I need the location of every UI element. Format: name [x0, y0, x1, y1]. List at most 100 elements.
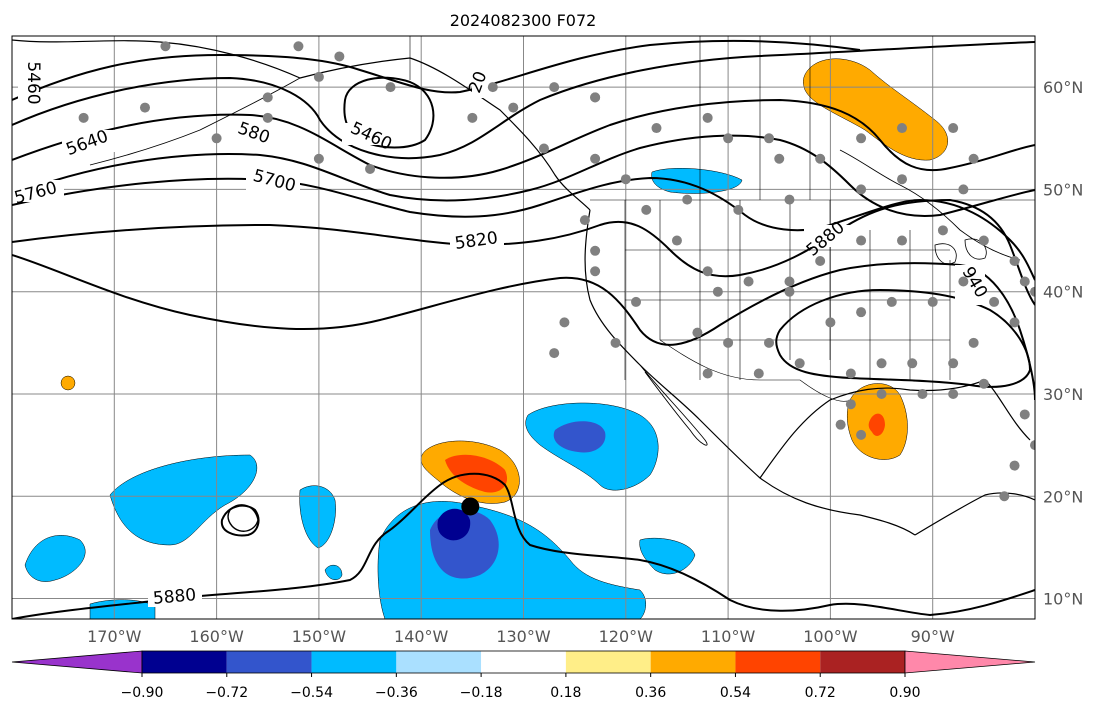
- map-frame: [11, 35, 1036, 620]
- station-dot: [1030, 286, 1035, 297]
- latitude-tick-label: 40°N: [1043, 283, 1083, 302]
- station-dot: [160, 41, 171, 52]
- colorbar-segment: [396, 651, 482, 673]
- station-dot: [1019, 409, 1030, 420]
- station-dot: [794, 358, 805, 369]
- negative-anomaly-west-c: [299, 485, 336, 549]
- station-dot: [590, 266, 601, 277]
- longitude-tick-label: 110°W: [701, 627, 756, 646]
- negative-anomaly-canada: [651, 168, 743, 194]
- station-dot: [876, 388, 887, 399]
- map-panel: 5460 5460 580 5640 5700 5760 5820 5880 5…: [11, 35, 1036, 620]
- station-dot: [815, 256, 826, 267]
- station-dot: [365, 163, 376, 174]
- station-dot: [948, 388, 959, 399]
- station-dot: [815, 153, 826, 164]
- contour-label-bg: [472, 66, 494, 98]
- station-dot: [774, 153, 785, 164]
- colorbar-segment: [735, 651, 821, 673]
- gulf-coast: [759, 379, 1031, 479]
- station-dot: [856, 184, 867, 195]
- station-dot: [978, 378, 989, 389]
- colorbar-tick-label: −0.36: [375, 685, 418, 701]
- station-dot: [293, 41, 304, 52]
- graticule: [12, 36, 1035, 619]
- contour-5820: [12, 198, 1035, 306]
- longitude-tick-label: 100°W: [803, 627, 858, 646]
- station-dot: [702, 368, 713, 379]
- latitude-tick-label: 30°N: [1043, 385, 1083, 404]
- contour-label-bg: [232, 120, 274, 142]
- station-dot: [999, 491, 1010, 502]
- colorbar-tick-label: −0.18: [460, 685, 503, 701]
- station-dot: [702, 112, 713, 123]
- station-dot: [712, 286, 723, 297]
- longitude-tick-labels: 170°W 160°W 150°W 140°W 130°W 120°W 110°W 100°W…: [87, 627, 955, 646]
- latitude-tick-label: 60°N: [1043, 78, 1083, 97]
- lake: [964, 238, 987, 260]
- station-markers: [78, 41, 1035, 502]
- station-dot: [784, 286, 795, 297]
- contour-5880-south: [12, 472, 1035, 619]
- colorbar-tick-label: 0.54: [720, 685, 751, 701]
- station-dot: [764, 337, 775, 348]
- station-dot: [78, 112, 89, 123]
- coastlines: [12, 39, 1035, 536]
- colorbar-tick-label: −0.54: [290, 685, 333, 701]
- negative-anomaly-west-b: [109, 454, 258, 546]
- colorbar-segment: [226, 651, 312, 673]
- colorbar-extend-high: [904, 650, 1036, 674]
- positive-anomaly-gulf-strong: [868, 413, 885, 436]
- station-dot: [723, 337, 734, 348]
- colorbar-segment: [565, 651, 651, 673]
- contour-labels: 5460 5460 580 5640 5700 5760 5820 5880 5…: [12, 55, 991, 609]
- colorbar-tick-label: −0.72: [205, 685, 248, 701]
- colorbar-tick-label: −0.90: [121, 685, 164, 701]
- station-dot: [897, 174, 908, 185]
- station-dot: [334, 51, 345, 62]
- alaska-coast: [12, 39, 591, 211]
- station-dot: [313, 71, 324, 82]
- colorbar-tick-labels: −0.90 −0.72 −0.54 −0.36 −0.18 0.18 0.36 0.54 0.7…: [121, 673, 921, 701]
- colorbar-segment: [481, 651, 566, 673]
- station-dot: [968, 153, 979, 164]
- station-dot: [549, 82, 560, 93]
- station-dot: [313, 153, 324, 164]
- station-dot: [1009, 460, 1020, 471]
- station-dot: [958, 184, 969, 195]
- station-dot: [733, 204, 744, 215]
- latitude-tick-label: 50°N: [1043, 180, 1083, 199]
- station-dot: [211, 133, 222, 144]
- contour-label: 5460: [23, 61, 43, 104]
- positive-anomaly-small: [60, 375, 76, 391]
- station-dot: [989, 296, 1000, 307]
- station-dot: [886, 296, 897, 307]
- station-dot: [487, 82, 498, 93]
- station-dot: [876, 358, 887, 369]
- great-lakes-region: [839, 149, 1021, 261]
- us-mexico-border: [659, 339, 851, 402]
- storm-center-marker: [461, 497, 480, 516]
- latitude-tick-label: 20°N: [1043, 487, 1083, 506]
- latitude-tick-label: 10°N: [1043, 590, 1083, 609]
- station-dot: [641, 204, 652, 215]
- anomaly-shading: [24, 58, 948, 619]
- colorbar: [11, 650, 1036, 674]
- negative-anomaly-north-central-strong: [553, 421, 606, 453]
- station-dot: [917, 388, 928, 399]
- station-dot: [764, 133, 775, 144]
- longitude-tick-label: 130°W: [496, 627, 551, 646]
- station-dot: [835, 419, 846, 430]
- province-borders: [699, 36, 811, 200]
- station-dot: [743, 276, 754, 287]
- lake: [934, 243, 957, 265]
- colorbar-segment: [311, 651, 397, 673]
- negative-anomaly-west-a: [24, 535, 86, 582]
- contour-label-bg: [62, 130, 116, 152]
- station-dot: [784, 194, 795, 205]
- station-dot: [753, 368, 764, 379]
- station-dot: [856, 235, 867, 246]
- contour-label-bg: [804, 225, 854, 247]
- colorbar-segment: [820, 651, 905, 673]
- station-dot: [579, 215, 590, 226]
